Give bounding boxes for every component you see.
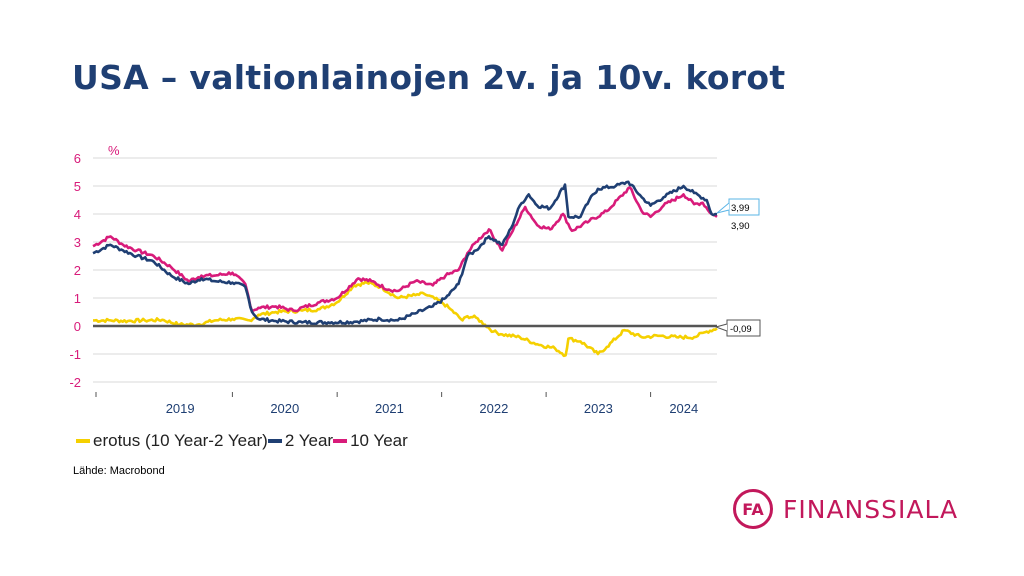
end-value-label: 3,90 (731, 221, 750, 232)
legend-item-2-year: 2 Year (267, 431, 334, 451)
legend-label-spread: erotus (10 Year-2 Year) (93, 431, 268, 450)
end-label-pointer (716, 202, 730, 214)
finanssiala-logo: FA FINANSSIALA (733, 489, 958, 529)
legend-swatch-spread (76, 439, 90, 443)
chart-legend: erotus (10 Year-2 Year) 2 Year 10 Year (76, 431, 408, 451)
legend-swatch-10-year (333, 439, 348, 443)
end-value-label: 3,99 (731, 203, 750, 214)
y-axis-unit: % (108, 143, 120, 158)
y-tick-label: 0 (74, 319, 81, 334)
rates-chart: 6 5 4 3 2 1 0 -1 -2% 2019 2020 2021 2022 2023 2024 3,99… (69, 143, 761, 416)
x-tick-label: 2019 (166, 401, 195, 416)
x-tick-label: 2023 (584, 401, 613, 416)
page-title: USA – valtionlainojen 2v. ja 10v. korot (72, 58, 786, 97)
y-tick-label: 4 (74, 207, 81, 222)
legend-label-2-year: 2 Year (284, 431, 334, 450)
end-label-pointer (714, 323, 728, 332)
x-tick-label: 2021 (375, 401, 404, 416)
y-tick-label: -1 (69, 347, 81, 362)
series-line-10-year (92, 186, 718, 313)
y-tick-label: -2 (69, 375, 81, 390)
y-tick-label: 5 (74, 179, 81, 194)
y-tick-label: 1 (74, 291, 81, 306)
x-tick-label: 2022 (479, 401, 508, 416)
logo-text: FINANSSIALA (783, 494, 959, 524)
legend-label-10-year: 10 Year (350, 431, 408, 450)
end-label-box (729, 217, 759, 233)
y-tick-label: 3 (74, 235, 81, 250)
x-tick-label: 2020 (270, 401, 299, 416)
y-tick-label: 6 (74, 151, 81, 166)
y-tick-label: 2 (74, 263, 81, 278)
legend-swatch-2-year (267, 439, 282, 443)
legend-item-spread: erotus (10 Year-2 Year) (76, 431, 268, 451)
logo-mark: FA (733, 489, 773, 529)
series-line-2-year (92, 180, 718, 326)
source-note: Lähde: Macrobond (73, 465, 165, 477)
end-value-label: -0,09 (730, 324, 752, 335)
x-tick-label: 2024 (669, 401, 698, 416)
legend-item-10-year: 10 Year (333, 431, 408, 451)
